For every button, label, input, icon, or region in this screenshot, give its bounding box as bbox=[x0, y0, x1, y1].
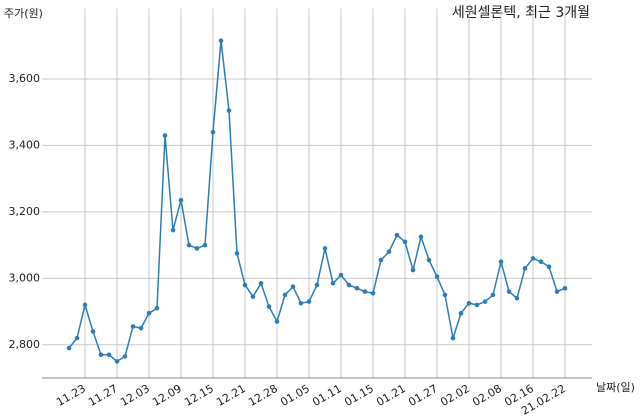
y-tick-label: 3,400 bbox=[9, 138, 41, 151]
point bbox=[362, 289, 368, 294]
point bbox=[154, 305, 160, 311]
point bbox=[346, 282, 352, 288]
point bbox=[274, 319, 280, 324]
point bbox=[554, 289, 560, 294]
point bbox=[306, 299, 312, 304]
point bbox=[66, 345, 72, 351]
point bbox=[234, 251, 240, 256]
point bbox=[290, 284, 296, 289]
point bbox=[394, 232, 400, 238]
point bbox=[450, 335, 456, 341]
point bbox=[434, 274, 440, 279]
y-tick-label: 2,800 bbox=[9, 338, 41, 351]
point bbox=[266, 304, 272, 309]
point bbox=[258, 281, 264, 286]
x-tick-label: 12.03 bbox=[118, 382, 152, 409]
x-axis-label: 날짜(일) bbox=[596, 380, 635, 394]
point bbox=[298, 300, 304, 306]
chart-title: 세원셀론텍, 최근 3개월 bbox=[452, 5, 590, 21]
x-tick-label: 12.09 bbox=[150, 382, 184, 409]
point bbox=[498, 259, 504, 265]
series-line bbox=[68, 40, 566, 363]
point bbox=[98, 352, 104, 358]
point bbox=[490, 292, 496, 298]
point bbox=[82, 302, 88, 308]
point bbox=[162, 133, 168, 138]
point bbox=[330, 281, 336, 286]
point bbox=[386, 249, 392, 255]
point bbox=[506, 289, 512, 294]
point bbox=[202, 242, 208, 248]
point bbox=[458, 310, 464, 316]
point bbox=[426, 257, 432, 263]
x-tick-label: 12.15 bbox=[182, 382, 216, 409]
point bbox=[354, 285, 360, 291]
point bbox=[218, 38, 224, 44]
point bbox=[250, 294, 256, 299]
x-tick-label: 01.21 bbox=[374, 382, 408, 409]
point bbox=[186, 242, 192, 248]
x-tick-label: 11.27 bbox=[86, 382, 120, 409]
y-axis-label: 주가(원) bbox=[4, 7, 43, 20]
point bbox=[546, 264, 552, 269]
point bbox=[442, 292, 448, 298]
x-tick-label: 01.05 bbox=[278, 382, 312, 409]
x-tick-label: 01.15 bbox=[342, 382, 376, 409]
point bbox=[370, 290, 376, 296]
x-tick-label: 01.11 bbox=[310, 382, 344, 409]
point bbox=[538, 259, 544, 265]
point bbox=[474, 302, 480, 308]
point bbox=[322, 246, 328, 251]
x-tick-label: 02.08 bbox=[470, 382, 504, 409]
point bbox=[482, 299, 488, 304]
point bbox=[378, 257, 384, 263]
point bbox=[562, 285, 568, 291]
point bbox=[178, 197, 184, 203]
point bbox=[210, 129, 216, 135]
point bbox=[314, 282, 320, 288]
y-tick-label: 3,200 bbox=[9, 205, 41, 218]
point bbox=[170, 227, 176, 233]
point bbox=[514, 295, 520, 301]
point bbox=[74, 335, 80, 341]
point bbox=[130, 324, 136, 329]
y-tick-label: 3,000 bbox=[9, 271, 41, 284]
point bbox=[282, 292, 288, 298]
point bbox=[530, 256, 536, 261]
point bbox=[466, 300, 472, 306]
point bbox=[226, 108, 232, 113]
point bbox=[122, 354, 128, 359]
x-tick-label: 02.02 bbox=[438, 382, 472, 409]
point bbox=[90, 329, 96, 334]
point bbox=[242, 282, 248, 288]
point bbox=[146, 310, 152, 316]
point bbox=[522, 266, 528, 271]
point bbox=[106, 352, 112, 358]
point bbox=[114, 359, 120, 364]
point bbox=[138, 325, 144, 331]
x-tick-label: 12.28 bbox=[246, 382, 280, 409]
x-tick-label: 12.21 bbox=[214, 382, 248, 409]
x-tick-label: 11.23 bbox=[54, 382, 88, 409]
point bbox=[410, 267, 416, 273]
x-tick-label: 01.27 bbox=[406, 382, 440, 409]
point bbox=[338, 272, 344, 278]
point bbox=[402, 239, 408, 245]
point bbox=[418, 234, 424, 240]
point bbox=[194, 246, 200, 251]
y-tick-label: 3,600 bbox=[9, 72, 41, 85]
